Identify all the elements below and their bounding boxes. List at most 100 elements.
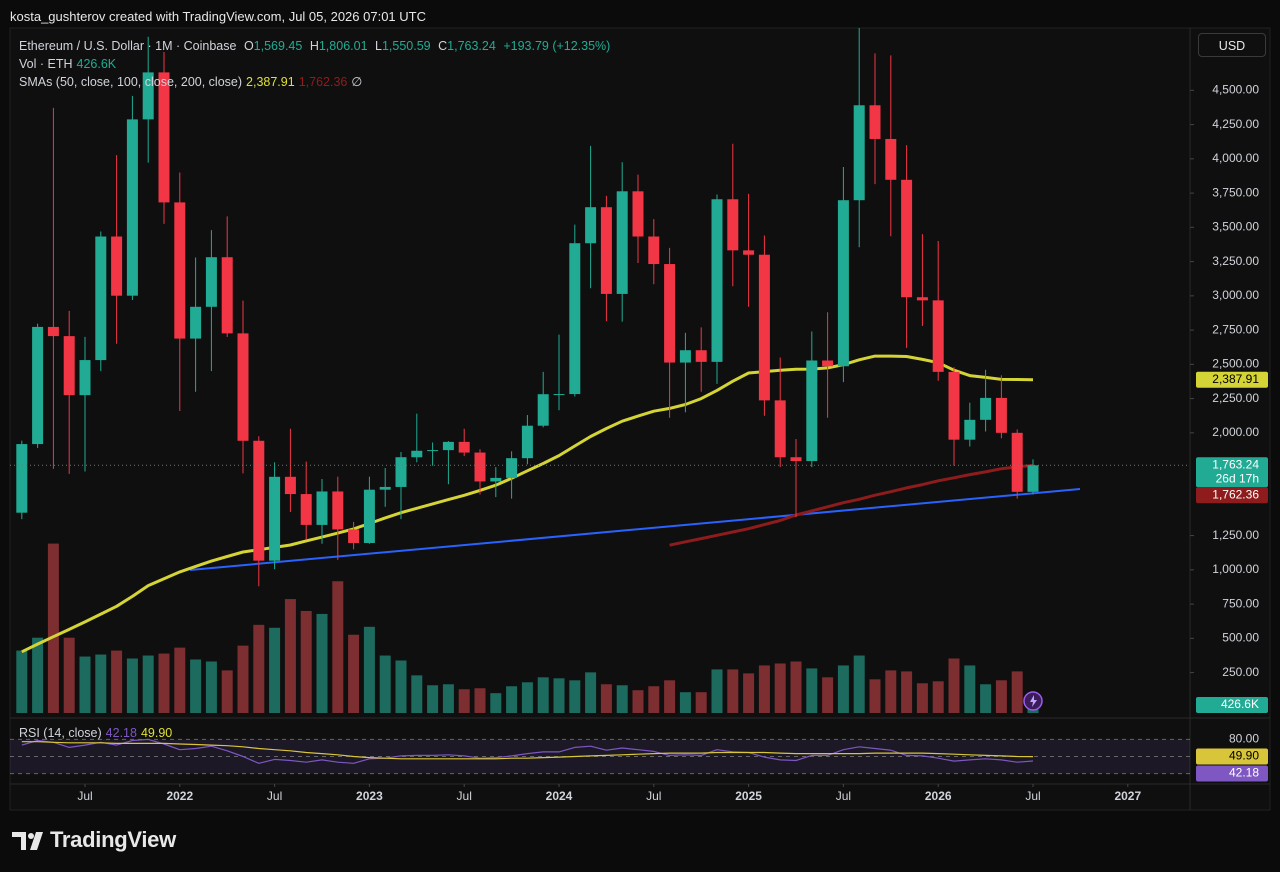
volume-bar <box>743 673 755 713</box>
y-tick-label: 4,000.00 <box>1212 151 1259 165</box>
candle-body <box>458 441 470 453</box>
candle-body <box>679 350 691 363</box>
volume-bar <box>237 645 249 713</box>
sma-line <box>669 463 1034 547</box>
volume-bar <box>458 689 470 713</box>
sma-legend: SMAs (50, close, 100, close, 200, close)… <box>19 74 366 90</box>
candle-body <box>916 297 928 301</box>
brand-logo <box>12 832 43 850</box>
candle-body <box>743 250 755 255</box>
candle-body <box>237 333 249 441</box>
y-tick-label: 250.00 <box>1222 665 1259 679</box>
volume-bar <box>474 688 486 713</box>
rsi-label-box <box>1196 765 1268 782</box>
close-label-text: 26d 17h <box>1216 471 1259 485</box>
volume-bar <box>932 681 944 713</box>
x-tick-label: Jul <box>1025 789 1040 803</box>
price-layer <box>10 28 1190 654</box>
y-tick-label: 750.00 <box>1222 596 1259 610</box>
candle-body <box>758 254 770 401</box>
volume-bar <box>964 665 976 713</box>
y-tick-label: 4,250.00 <box>1212 117 1259 131</box>
change: +193.79 (+12.35%) <box>503 39 611 53</box>
close-label-box <box>1196 457 1268 488</box>
x-tick-label: Jul <box>267 789 282 803</box>
candle-body <box>395 457 407 487</box>
candle-body <box>853 105 865 201</box>
candle-body <box>348 529 360 543</box>
candle-body <box>521 425 533 459</box>
volume-bar <box>995 680 1007 713</box>
candle-body <box>553 394 565 396</box>
volume-value: 426.6K <box>76 57 117 71</box>
volume-bar <box>948 658 960 713</box>
volume-bar <box>916 683 928 713</box>
sma-empty: ∅ <box>351 75 363 89</box>
y-tick-label: 3,000.00 <box>1212 288 1259 302</box>
rsi-legend: RSI (14, close) 42.18 49.90 <box>19 725 176 741</box>
ohlc-letter: L <box>375 39 382 53</box>
rsi-title: RSI (14, close) <box>19 726 102 740</box>
volume-bar <box>142 655 154 713</box>
sma-value: 1,762.36 <box>298 75 348 89</box>
y-tick-label: 3,500.00 <box>1212 220 1259 234</box>
volume-bar <box>442 684 454 713</box>
y-tick-label: 2,250.00 <box>1212 391 1259 405</box>
candle-body <box>632 191 644 237</box>
candle-body <box>569 243 581 395</box>
rsi-line <box>21 738 1034 764</box>
volume-bar <box>521 682 533 713</box>
x-tick-label: Jul <box>836 789 851 803</box>
volume-bar <box>16 650 28 713</box>
volume-bar <box>664 680 676 713</box>
volume-layer <box>16 543 1039 713</box>
x-tick-label: Jul <box>457 789 472 803</box>
volume-bar <box>980 684 992 713</box>
logo-part <box>12 832 26 850</box>
alert-icon[interactable] <box>1023 691 1043 711</box>
candle-body <box>1011 432 1023 492</box>
currency-button[interactable]: USD <box>1198 33 1266 57</box>
candle-body <box>47 326 59 337</box>
x-tick-label: 2026 <box>925 789 952 803</box>
sma50-label-box <box>1196 371 1268 388</box>
y-tick-label: 2,500.00 <box>1212 357 1259 371</box>
volume-bar <box>379 655 391 713</box>
alert-bolt[interactable] <box>1030 695 1037 707</box>
volume-bar <box>853 655 865 713</box>
volume-bar <box>490 693 502 713</box>
candle-body <box>885 138 897 180</box>
x-tick-label: 2022 <box>166 789 193 803</box>
volume-bar <box>316 613 328 713</box>
candle-body <box>379 486 391 490</box>
candle-body <box>142 72 154 120</box>
volume-bar <box>837 665 849 713</box>
candle-body <box>964 419 976 440</box>
candle-body <box>253 440 265 561</box>
candle-body <box>474 452 486 482</box>
candle-body <box>111 236 123 296</box>
y-tick-label: 500.00 <box>1222 631 1259 645</box>
x-tick-label: 2027 <box>1114 789 1141 803</box>
volume-legend: Vol · ETH 426.6K <box>19 56 120 72</box>
y-tick-label: 4,500.00 <box>1212 83 1259 97</box>
x-tick-label: Jul <box>77 789 92 803</box>
volume-bar <box>348 634 360 713</box>
ohlc-letter: C <box>438 39 448 53</box>
volume-bar <box>253 624 265 713</box>
y-tick-label: 1,250.00 <box>1212 528 1259 542</box>
candle-body <box>695 350 707 362</box>
volume-bar <box>427 685 439 713</box>
y-tick-label: 3,750.00 <box>1212 185 1259 199</box>
ohlc-value: 1,763.24 <box>447 39 496 53</box>
sma-line <box>21 354 1034 654</box>
candle-body <box>427 450 439 452</box>
sma50-label-text: 2,387.91 <box>1212 372 1259 386</box>
symbol-title: Ethereum / U.S. Dollar · 1M · Coinbase <box>19 39 237 53</box>
candle-body <box>190 306 202 339</box>
x-tick-label: Jul <box>646 789 661 803</box>
candle-body <box>490 477 502 482</box>
volume-bar <box>395 660 407 713</box>
volume-bar <box>269 627 281 713</box>
y-tick-label: 2,000.00 <box>1212 425 1259 439</box>
